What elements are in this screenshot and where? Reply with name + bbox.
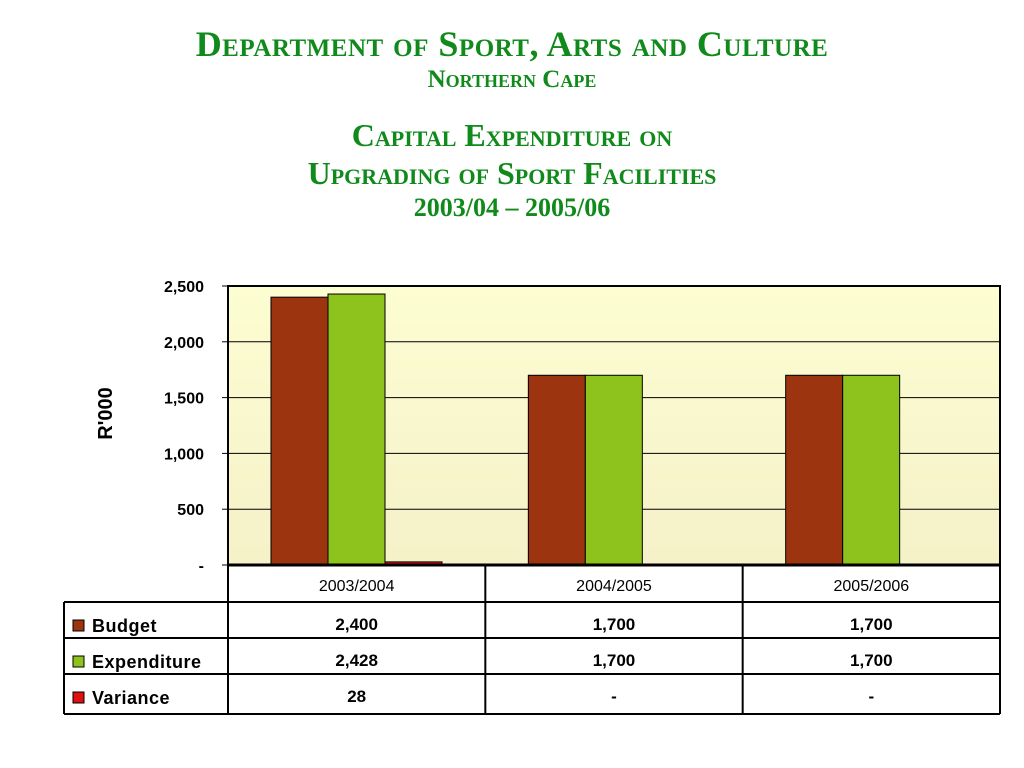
bar-budget-2005-2006 <box>785 374 844 566</box>
data-label-variance: - <box>868 687 874 706</box>
bar-expenditure-2005-2006 <box>842 374 901 566</box>
chart-title-line1: Capital Expenditure on <box>351 117 673 153</box>
bar-budget-2003-2004 <box>270 296 329 566</box>
legend-key-expenditure <box>72 655 85 668</box>
legend-label-variance: Variance <box>92 688 170 708</box>
category-label: 2003/2004 <box>319 578 395 595</box>
legend-key-budget <box>72 619 85 632</box>
page-subtitle: Northern Cape <box>427 66 597 93</box>
title-block: Department of Sport, Arts and Culture No… <box>0 22 1024 224</box>
legend-key-variance <box>72 691 85 704</box>
data-label-budget: 1,700 <box>593 615 636 634</box>
bar-expenditure-2004-2005 <box>584 374 643 566</box>
data-label-budget: 1,700 <box>850 615 893 634</box>
legend-label-expenditure: Expenditure <box>92 652 202 672</box>
bar-budget-2004-2005 <box>527 374 586 566</box>
y-tick-label: 2,500 <box>164 279 204 296</box>
data-label-budget: 2,400 <box>335 615 378 634</box>
bar-expenditure-2003-2004 <box>327 293 386 566</box>
legend-label-budget: Budget <box>92 616 157 636</box>
data-label-variance: 28 <box>347 687 366 706</box>
category-label: 2004/2005 <box>576 578 652 595</box>
data-label-expenditure: 1,700 <box>850 651 893 670</box>
data-label-expenditure: 2,428 <box>335 651 378 670</box>
data-label-variance: - <box>611 687 617 706</box>
y-tick-label: 1,500 <box>164 391 204 408</box>
data-label-expenditure: 1,700 <box>593 651 636 670</box>
y-tick-label: 1,000 <box>164 446 204 463</box>
page-title: Department of Sport, Arts and Culture <box>195 24 829 64</box>
y-tick-label: 2,000 <box>164 335 204 352</box>
category-label: 2005/2006 <box>834 578 910 595</box>
chart-title-line2: Upgrading of Sport Facilities <box>307 155 717 191</box>
y-axis-label: R'000 <box>95 387 117 440</box>
y-tick-label: - <box>199 558 204 575</box>
chart-period: 2003/04 – 2005/06 <box>413 193 611 222</box>
y-tick-label: 500 <box>177 502 204 519</box>
